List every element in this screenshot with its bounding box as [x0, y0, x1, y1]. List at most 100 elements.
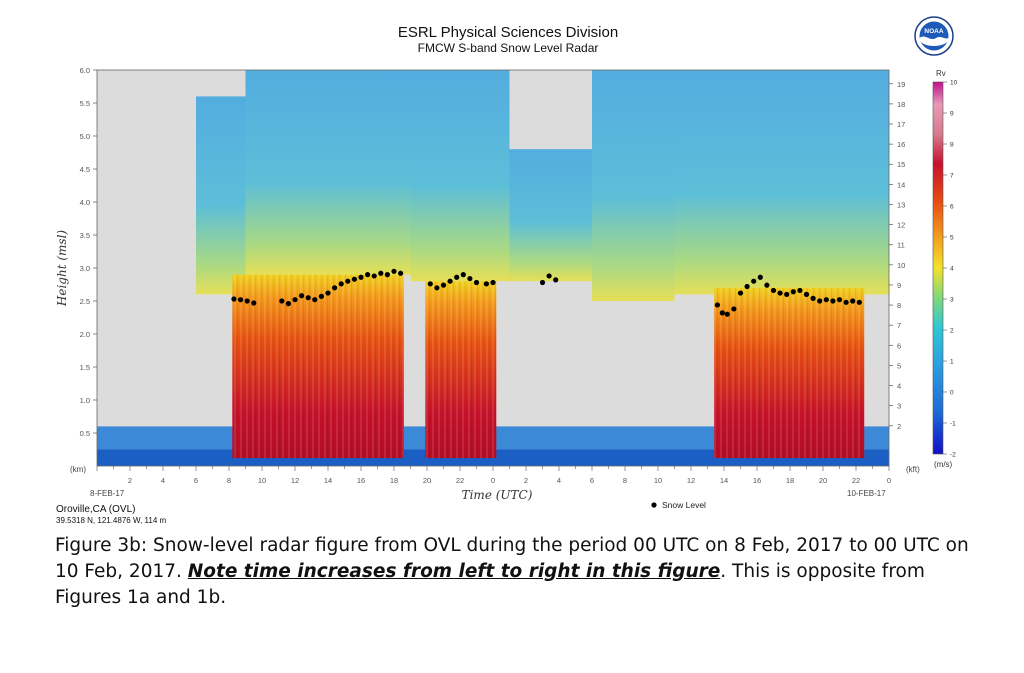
snow-level-legend: Snow Level: [651, 500, 706, 510]
y-tick-label-kft: 17: [897, 120, 905, 129]
x-tick-label: 16: [753, 476, 761, 485]
colorbar-tick-label: 2: [950, 328, 954, 335]
snow-level-point: [378, 270, 384, 276]
colorbar-tick-label: 7: [950, 173, 954, 180]
upper-echo: [245, 70, 411, 275]
snow-level-point: [850, 298, 856, 304]
colorbar-tick-label: 1: [950, 359, 954, 366]
x-tick-label: 16: [357, 476, 365, 485]
snow-level-point: [797, 287, 803, 294]
x-tick-label: 22: [852, 476, 860, 485]
snow-level-point: [467, 275, 473, 282]
snow-level-point: [454, 274, 460, 280]
snow-level-point: [856, 299, 862, 305]
snow-level-point: [338, 281, 344, 287]
precip-streaks: [232, 274, 404, 459]
snow-level-point: [305, 295, 311, 301]
colorbar-tick-label: 5: [950, 235, 954, 242]
x-tick-label: 6: [590, 476, 594, 485]
y-tick-label-kft: 18: [897, 100, 905, 109]
snow-level-point: [427, 281, 433, 287]
y-tick-label-km: 2.0: [80, 330, 90, 339]
y-tick-label-kft: 15: [897, 160, 905, 169]
colorbar-tick-label: -1: [950, 421, 956, 428]
snow-level-point: [440, 282, 447, 288]
snow-level-point: [724, 311, 730, 317]
y-unit-left: (km): [70, 465, 86, 474]
chart-subtitle: FMCW S-band Snow Level Radar: [418, 41, 599, 55]
x-tick-label: 12: [291, 476, 299, 485]
station-coords: 39.5318 N, 121.4876 W, 114 m: [56, 516, 166, 525]
snow-level-point: [312, 297, 318, 303]
y-tick-label-km: 4.0: [80, 198, 90, 207]
x-tick-label: 0: [491, 476, 495, 485]
x-tick-label: 2: [524, 476, 528, 485]
colorbar-tick-label: 0: [950, 390, 954, 397]
snow-level-point: [737, 290, 744, 296]
y-tick-label-kft: 8: [897, 301, 901, 310]
snow-level-point: [244, 298, 250, 304]
snow-level-point: [447, 278, 453, 284]
colorbar-unit: (m/s): [934, 460, 953, 469]
y-tick-label-kft: 14: [897, 180, 905, 189]
y-tick-label-km: 0.5: [80, 429, 90, 438]
x-tick-label: 0: [887, 476, 891, 485]
upper-echo: [509, 149, 592, 282]
snow-level-point: [770, 287, 777, 294]
snow-level-point: [714, 302, 721, 308]
snow-level-point: [546, 273, 552, 279]
colorbar-tick-label: 9: [950, 111, 954, 118]
snow-level-point: [345, 278, 351, 284]
snow-level-point: [830, 298, 836, 304]
colorbar-tick-label: 8: [950, 142, 954, 149]
legend-dot: [651, 502, 657, 508]
x-tick-label: 8: [227, 476, 231, 485]
snow-level-point: [539, 279, 546, 286]
snow-level-point: [332, 285, 338, 291]
colorbar-tick-label: 3: [950, 297, 954, 304]
x-date-end: 10-FEB-17: [847, 489, 886, 498]
y-tick-label-km: 5.0: [80, 132, 90, 141]
y-tick-label-kft: 4: [897, 382, 901, 391]
y-tick-label-kft: 11: [897, 241, 905, 250]
noaa-logo: NOAA: [914, 16, 954, 56]
y-tick-label-km: 5.5: [80, 99, 90, 108]
caption-text-1: Figure 3b: Snow-level radar figure from …: [55, 535, 969, 582]
x-tick-label: 22: [456, 476, 464, 485]
snow-level-point: [843, 299, 849, 305]
x-date-start: 8-FEB-17: [90, 489, 125, 498]
snow-level-point: [803, 291, 810, 297]
y-tick-label-km: 1.0: [80, 396, 90, 405]
precip-streaks: [425, 281, 497, 459]
snow-level-point: [371, 273, 377, 279]
snow-level-point: [285, 301, 291, 307]
y-tick-label-kft: 9: [897, 281, 901, 290]
x-tick-label: 14: [720, 476, 728, 485]
x-tick-label: 20: [423, 476, 431, 485]
station-name: Oroville,CA (OVL): [56, 504, 135, 515]
y-tick-label-kft: 3: [897, 402, 901, 411]
snow-level-point: [460, 272, 466, 278]
caption-note: Note time increases from left to right i…: [187, 561, 721, 582]
snow-level-point: [790, 289, 796, 295]
y-tick-label-kft: 2: [897, 422, 901, 431]
x-tick-label: 6: [194, 476, 198, 485]
snow-level-point: [365, 272, 371, 278]
figure-caption: Figure 3b: Snow-level radar figure from …: [55, 533, 985, 611]
snow-level-point: [299, 293, 305, 299]
upper-echo: [196, 96, 246, 295]
y-tick-label-km: 6.0: [80, 66, 90, 75]
y-tick-label-km: 2.5: [80, 297, 90, 306]
y-tick-label-km: 3.5: [80, 231, 90, 240]
snow-level-point: [817, 298, 823, 304]
y-tick-label-km: 1.5: [80, 363, 90, 372]
upper-echo: [592, 70, 675, 301]
y-tick-label-kft: 12: [897, 221, 905, 230]
x-tick-label: 10: [654, 476, 662, 485]
y-tick-label-kft: 5: [897, 361, 901, 370]
y-tick-label-kft: 13: [897, 200, 905, 209]
snow-level-point: [483, 281, 489, 287]
y-tick-label-km: 3.0: [80, 264, 90, 273]
snow-level-point: [764, 282, 770, 288]
